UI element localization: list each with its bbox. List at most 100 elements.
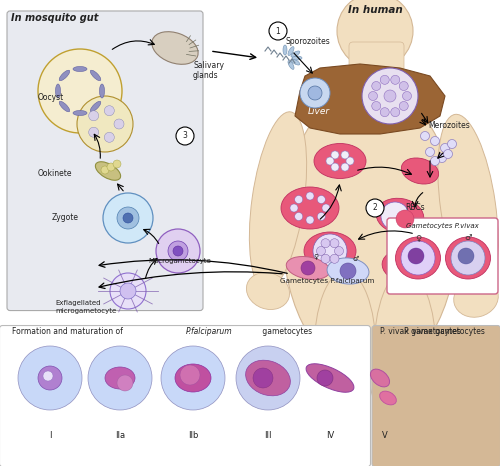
- Circle shape: [43, 371, 53, 381]
- Circle shape: [306, 216, 314, 224]
- Ellipse shape: [282, 86, 458, 376]
- Circle shape: [322, 204, 330, 212]
- Circle shape: [318, 212, 326, 220]
- Text: III: III: [264, 432, 272, 440]
- Text: ♀: ♀: [415, 233, 421, 242]
- Text: P. vivax gametocytes: P. vivax gametocytes: [404, 328, 485, 336]
- Circle shape: [430, 157, 440, 165]
- Text: ♂: ♂: [464, 233, 472, 242]
- Text: Sporozoites: Sporozoites: [285, 36, 330, 46]
- Circle shape: [88, 111, 99, 121]
- Circle shape: [380, 108, 389, 116]
- Circle shape: [330, 254, 339, 263]
- Ellipse shape: [306, 364, 354, 392]
- Ellipse shape: [380, 391, 396, 405]
- Circle shape: [38, 49, 122, 133]
- FancyBboxPatch shape: [349, 42, 404, 72]
- Circle shape: [458, 248, 474, 264]
- Circle shape: [430, 137, 440, 145]
- Circle shape: [321, 239, 330, 248]
- Text: 1: 1: [276, 27, 280, 35]
- Circle shape: [384, 90, 396, 102]
- Text: ♀: ♀: [314, 253, 318, 259]
- Circle shape: [180, 365, 200, 385]
- Text: IIb: IIb: [188, 432, 198, 440]
- Circle shape: [331, 151, 339, 159]
- Ellipse shape: [246, 360, 290, 396]
- Circle shape: [368, 91, 378, 101]
- Circle shape: [294, 196, 302, 204]
- Circle shape: [120, 283, 136, 299]
- Text: V: V: [382, 432, 388, 440]
- Ellipse shape: [390, 258, 420, 274]
- FancyBboxPatch shape: [387, 218, 498, 294]
- Circle shape: [290, 204, 298, 212]
- Circle shape: [372, 82, 380, 90]
- Circle shape: [114, 119, 124, 129]
- Text: Gametocytes P.vivax: Gametocytes P.vivax: [406, 223, 478, 229]
- Circle shape: [402, 91, 411, 101]
- Ellipse shape: [438, 114, 498, 298]
- Circle shape: [317, 370, 333, 386]
- Circle shape: [104, 106, 115, 116]
- Circle shape: [294, 212, 302, 220]
- Circle shape: [318, 196, 326, 204]
- Circle shape: [330, 239, 339, 248]
- Circle shape: [346, 157, 354, 165]
- Circle shape: [391, 75, 400, 84]
- Text: RBCs: RBCs: [405, 204, 424, 212]
- Ellipse shape: [152, 32, 198, 64]
- Circle shape: [103, 193, 153, 243]
- Circle shape: [400, 102, 408, 110]
- Circle shape: [331, 163, 339, 171]
- Circle shape: [306, 192, 314, 200]
- Text: Zygote: Zygote: [52, 213, 79, 222]
- Ellipse shape: [402, 158, 438, 184]
- Circle shape: [176, 127, 194, 145]
- Circle shape: [88, 127, 99, 137]
- Ellipse shape: [56, 84, 60, 98]
- Text: In human: In human: [348, 5, 403, 15]
- Ellipse shape: [288, 47, 294, 55]
- Circle shape: [104, 132, 115, 142]
- Ellipse shape: [288, 61, 294, 69]
- Circle shape: [448, 139, 456, 149]
- Circle shape: [269, 22, 287, 40]
- Circle shape: [340, 263, 356, 279]
- Text: Merozoites: Merozoites: [428, 122, 470, 130]
- Circle shape: [426, 148, 434, 157]
- Circle shape: [334, 247, 344, 255]
- Text: Salivary: Salivary: [193, 62, 224, 70]
- Text: glands: glands: [193, 70, 218, 80]
- Circle shape: [444, 150, 452, 158]
- Circle shape: [117, 207, 139, 229]
- FancyBboxPatch shape: [7, 11, 203, 310]
- Ellipse shape: [291, 59, 300, 65]
- Ellipse shape: [370, 369, 390, 387]
- Circle shape: [18, 346, 82, 410]
- Text: Macrogametocyte: Macrogametocyte: [148, 258, 211, 264]
- Text: IV: IV: [326, 432, 334, 440]
- Circle shape: [396, 210, 414, 228]
- Ellipse shape: [90, 70, 101, 81]
- Ellipse shape: [374, 271, 436, 431]
- Ellipse shape: [100, 84, 104, 98]
- Text: ♂: ♂: [353, 256, 359, 262]
- Text: Oocyst: Oocyst: [38, 94, 64, 103]
- Circle shape: [88, 346, 152, 410]
- Circle shape: [110, 273, 146, 309]
- Circle shape: [313, 234, 347, 268]
- Circle shape: [300, 78, 330, 108]
- Text: 2: 2: [372, 204, 378, 212]
- Ellipse shape: [246, 273, 290, 309]
- Text: P. vivax gametocytes: P. vivax gametocytes: [380, 328, 461, 336]
- Text: 3: 3: [182, 131, 188, 141]
- Circle shape: [253, 368, 273, 388]
- Circle shape: [123, 213, 133, 223]
- Ellipse shape: [59, 101, 70, 112]
- Circle shape: [107, 163, 115, 171]
- Circle shape: [401, 241, 435, 275]
- Text: Gametocytes P.falciparum: Gametocytes P.falciparum: [280, 278, 374, 284]
- Circle shape: [341, 151, 349, 159]
- Circle shape: [391, 108, 400, 116]
